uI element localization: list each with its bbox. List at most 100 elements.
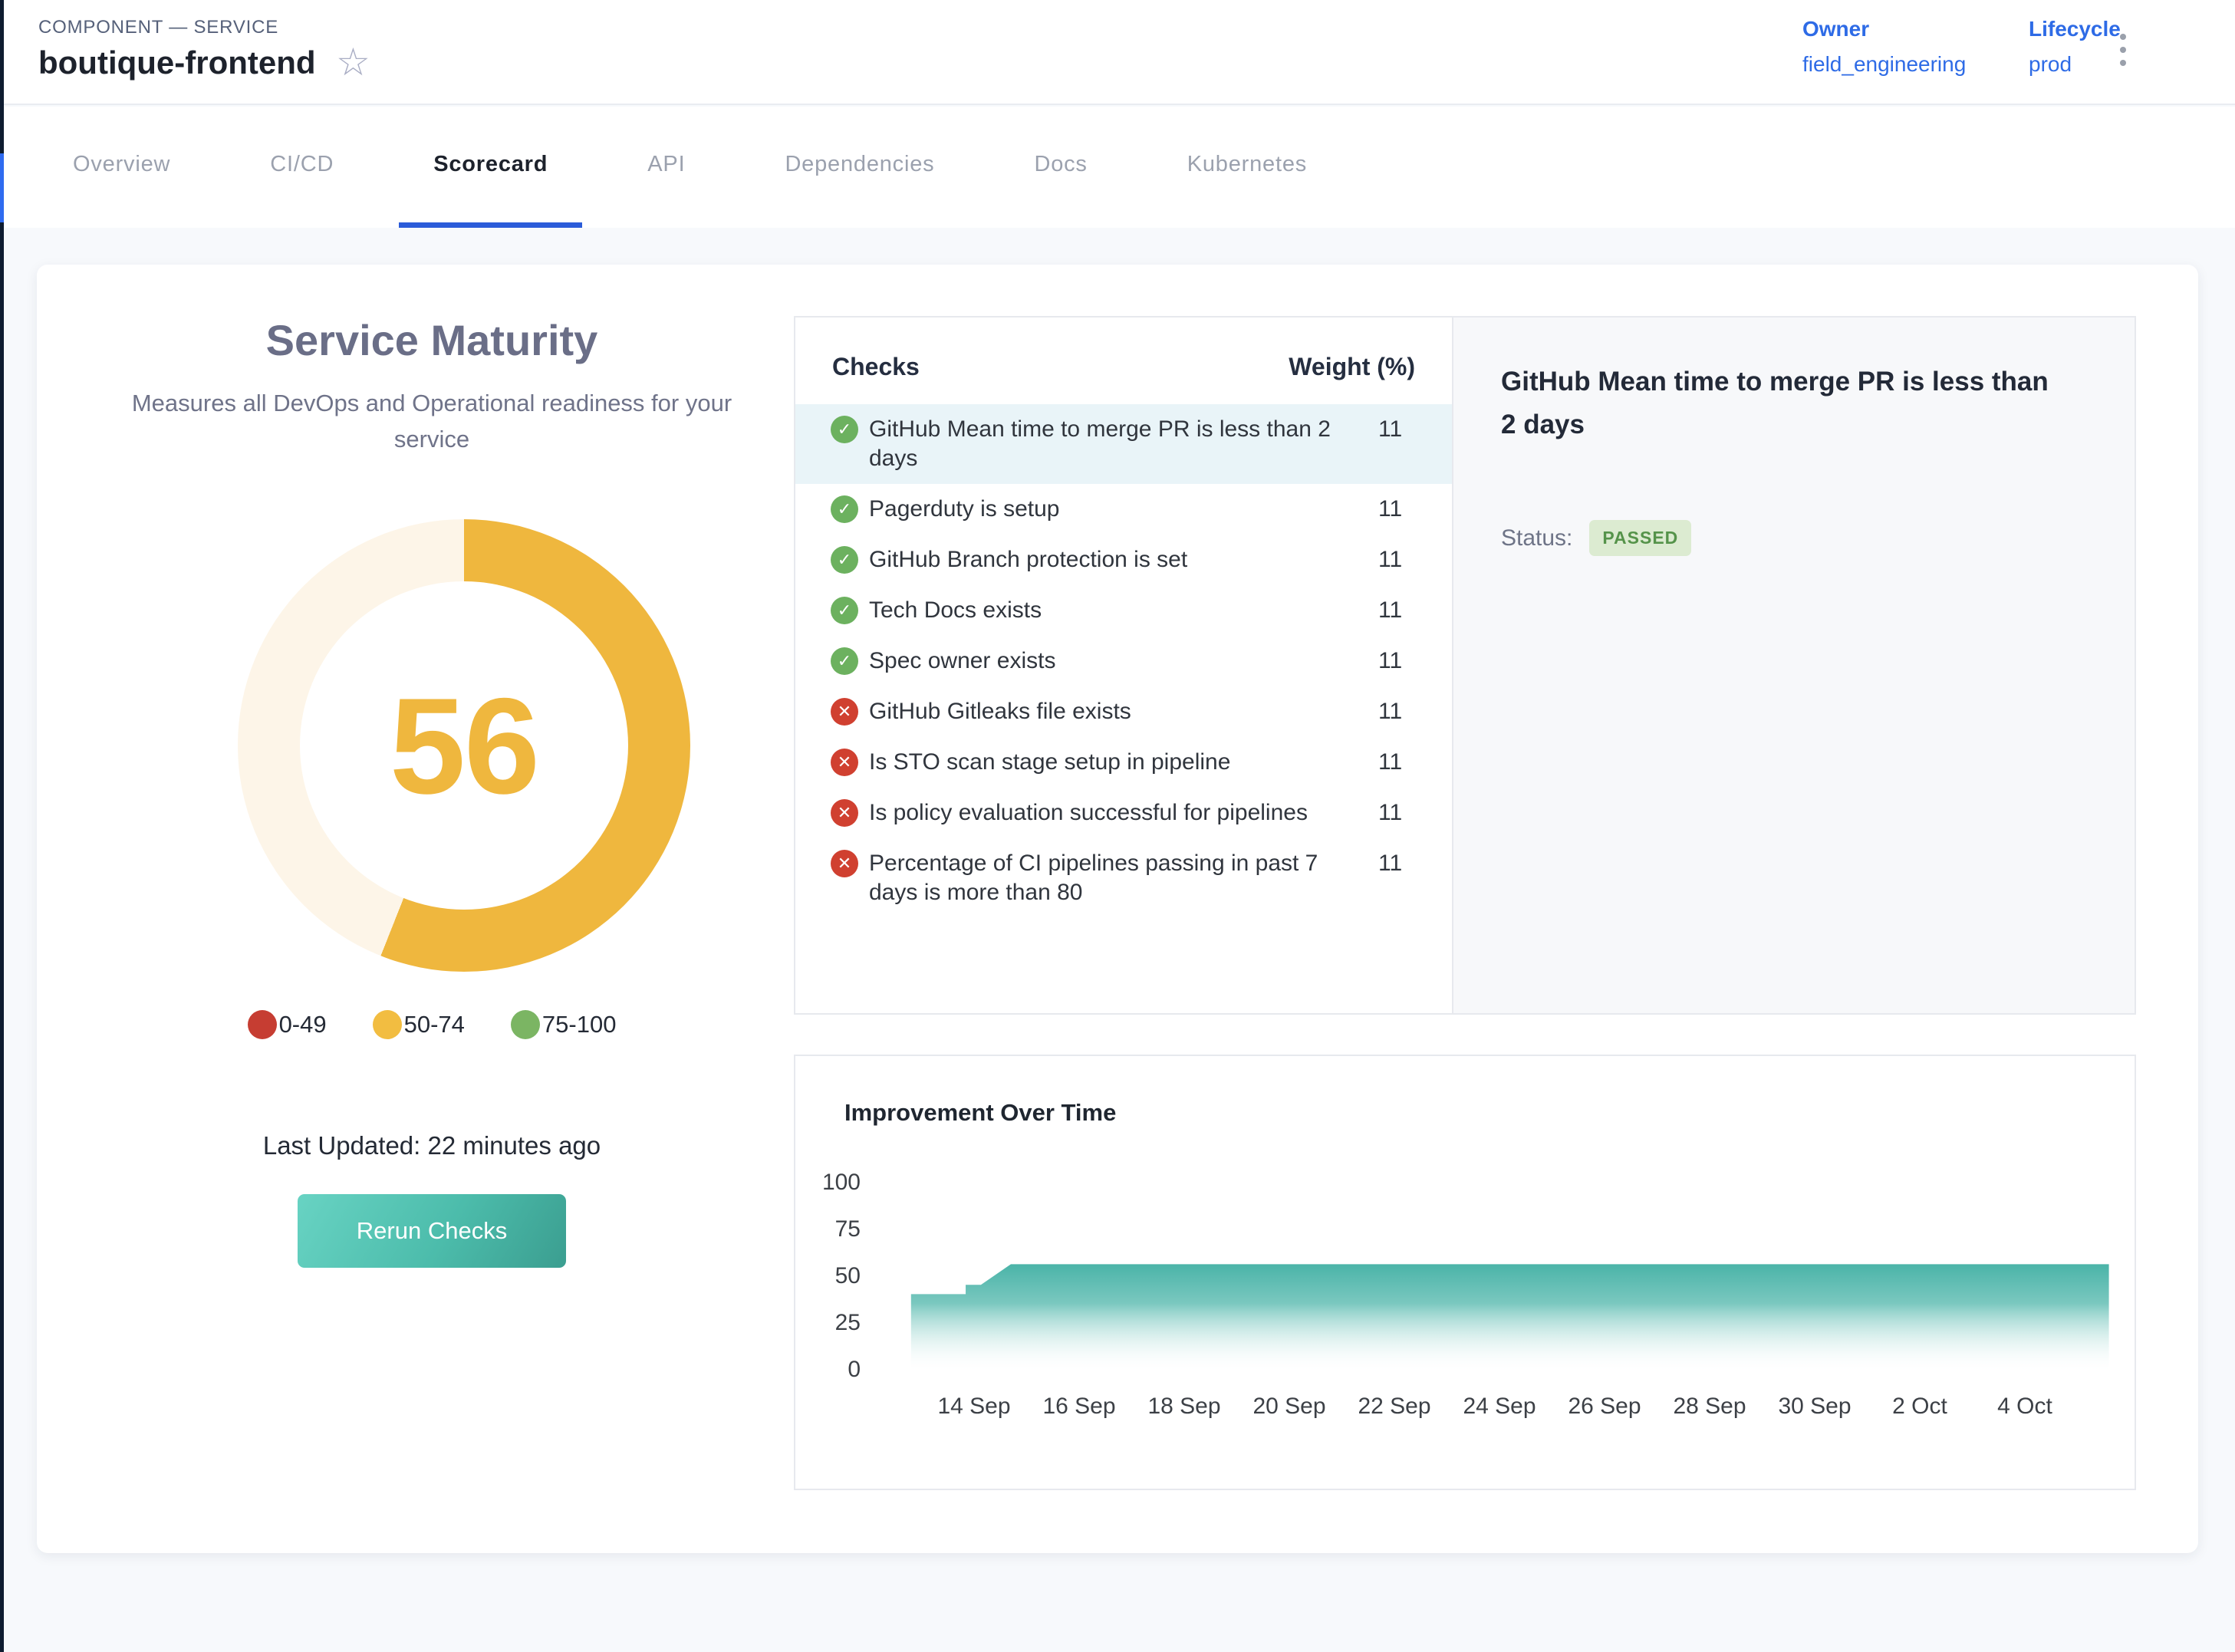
check-weight: 11 xyxy=(1378,648,1403,673)
tab-ci-cd[interactable]: CI/CD xyxy=(270,152,334,176)
check-label: Is STO scan stage setup in pipeline xyxy=(869,749,1231,775)
check-pass-icon: ✓ xyxy=(831,495,858,523)
check-fail-icon: ✕ xyxy=(831,850,858,877)
x-axis-tick: 18 Sep xyxy=(1147,1394,1220,1419)
check-row[interactable]: ✓ Spec owner exists 11 xyxy=(795,636,1452,686)
check-label: GitHub Mean time to merge PR is less tha… xyxy=(869,416,1331,471)
improvement-chart-box: Improvement Over Time 0 25 50 75 100 14 Sep 16… xyxy=(794,1055,2136,1490)
content-area: Service Maturity Measures all DevOps and… xyxy=(0,228,2235,1652)
tab-kubernetes[interactable]: Kubernetes xyxy=(1187,152,1308,176)
checks-column-header: Checks xyxy=(832,353,920,380)
app-header: COMPONENT — SERVICE boutique-frontend ☆ … xyxy=(0,0,2235,105)
score-legend: 0-49 50-74 75-100 xyxy=(67,1010,796,1039)
tab-bar: Overview CI/CD Scorecard API Dependencies Doc… xyxy=(0,107,2235,228)
kebab-menu-icon[interactable] xyxy=(2115,29,2131,71)
owner-label: Owner xyxy=(1802,17,1870,41)
check-row[interactable]: ✕ Is STO scan stage setup in pipeline 11 xyxy=(795,737,1452,788)
maturity-subtitle: Measures all DevOps and Operational read… xyxy=(131,390,732,452)
legend-dot-icon xyxy=(247,1010,277,1039)
check-weight: 11 xyxy=(1378,699,1403,724)
x-axis-tick: 14 Sep xyxy=(937,1394,1010,1419)
check-pass-icon: ✓ xyxy=(831,647,858,675)
checks-list: Checks Weight (%) ✓ GitHub Mean time to m… xyxy=(795,318,1452,1013)
tab-api[interactable]: API xyxy=(647,152,686,176)
x-axis-tick: 20 Sep xyxy=(1252,1394,1325,1419)
check-detail-title: GitHub Mean time to merge PR is less tha… xyxy=(1501,367,2049,439)
check-fail-icon: ✕ xyxy=(831,749,858,776)
check-row[interactable]: ✕ Percentage of CI pipelines passing in p… xyxy=(795,838,1452,918)
x-axis-tick: 26 Sep xyxy=(1568,1394,1641,1419)
window-edge-accent xyxy=(0,153,4,222)
tab-dependencies[interactable]: Dependencies xyxy=(785,152,935,176)
check-label: GitHub Gitleaks file exists xyxy=(869,699,1131,724)
x-axis-tick: 16 Sep xyxy=(1042,1394,1115,1419)
improvement-area-chart: 0 25 50 75 100 14 Sep 16 Sep 18 Sep 20 Sep 22 Sep… xyxy=(822,1170,2109,1419)
window-edge xyxy=(0,0,4,1652)
check-row[interactable]: ✕ Is policy evaluation successful for pip… xyxy=(795,788,1452,838)
lifecycle-label: Lifecycle xyxy=(2029,17,2121,41)
checks-box: Checks Weight (%) ✓ GitHub Mean time to m… xyxy=(794,316,2136,1015)
tab-overview[interactable]: Overview xyxy=(73,152,171,176)
check-weight: 11 xyxy=(1378,496,1403,522)
check-label: Pagerduty is setup xyxy=(869,496,1060,522)
x-axis-tick: 4 Oct xyxy=(1997,1394,2052,1419)
score-value: 56 xyxy=(390,669,540,822)
scorecard-card: Service Maturity Measures all DevOps and… xyxy=(37,265,2198,1553)
x-axis-tick: 24 Sep xyxy=(1463,1394,1536,1419)
check-weight: 11 xyxy=(1378,749,1403,775)
x-axis-tick: 2 Oct xyxy=(1892,1394,1947,1419)
check-pass-icon: ✓ xyxy=(831,546,858,574)
check-weight: 11 xyxy=(1378,800,1403,825)
legend-label: 75-100 xyxy=(541,1011,617,1038)
check-label: GitHub Branch protection is set xyxy=(869,547,1188,572)
score-donut-hole: 56 xyxy=(300,581,628,910)
owner-value-link[interactable]: field_engineering xyxy=(1802,52,1967,76)
check-pass-icon: ✓ xyxy=(831,597,858,624)
lifecycle-value: prod xyxy=(2029,52,2072,76)
status-badge: PASSED xyxy=(1589,520,1692,556)
legend-item: 50-74 xyxy=(372,1010,465,1039)
y-axis-tick: 50 xyxy=(835,1263,861,1288)
legend-dot-icon xyxy=(372,1010,402,1039)
legend-item: 0-49 xyxy=(247,1010,327,1039)
check-weight: 11 xyxy=(1378,416,1403,442)
y-axis-tick: 25 xyxy=(835,1310,861,1335)
y-axis-tick: 75 xyxy=(835,1216,861,1242)
area-series xyxy=(910,1264,2109,1369)
check-weight: 11 xyxy=(1378,547,1403,572)
check-row[interactable]: ✓ GitHub Mean time to merge PR is less th… xyxy=(795,404,1452,484)
score-donut-chart: 56 xyxy=(238,519,690,972)
status-label: Status: xyxy=(1501,525,1573,551)
tab-scorecard[interactable]: Scorecard xyxy=(399,107,583,228)
check-row[interactable]: ✓ Tech Docs exists 11 xyxy=(795,585,1452,636)
legend-item: 75-100 xyxy=(510,1010,617,1039)
check-detail-panel: GitHub Mean time to merge PR is less tha… xyxy=(1452,318,2135,1013)
check-row[interactable]: ✓ Pagerduty is setup 11 xyxy=(795,484,1452,535)
legend-dot-icon xyxy=(510,1010,540,1039)
legend-label: 0-49 xyxy=(278,1011,327,1038)
checks-list-header: Checks Weight (%) xyxy=(795,318,1452,404)
legend-label: 50-74 xyxy=(403,1011,465,1038)
owner-block: Owner field_engineering xyxy=(1802,17,1966,77)
page-title: boutique-frontend xyxy=(38,44,316,81)
check-row[interactable]: ✕ GitHub Gitleaks file exists 11 xyxy=(795,686,1452,737)
check-label: Tech Docs exists xyxy=(869,597,1042,623)
x-axis-tick: 30 Sep xyxy=(1778,1394,1851,1419)
y-axis-tick: 0 xyxy=(848,1357,861,1382)
tab-docs[interactable]: Docs xyxy=(1034,152,1088,176)
improvement-chart-title: Improvement Over Time xyxy=(844,1099,1117,1126)
x-axis-tick: 22 Sep xyxy=(1358,1394,1430,1419)
check-row[interactable]: ✓ GitHub Branch protection is set 11 xyxy=(795,535,1452,585)
check-label: Spec owner exists xyxy=(869,648,1056,673)
check-weight: 11 xyxy=(1378,597,1403,623)
check-label: Percentage of CI pipelines passing in pa… xyxy=(869,851,1318,905)
weight-column-header: Weight (%) xyxy=(1289,353,1415,380)
rerun-checks-button[interactable]: Rerun Checks xyxy=(298,1194,566,1268)
check-pass-icon: ✓ xyxy=(831,416,858,443)
maturity-column: Service Maturity Measures all DevOps and… xyxy=(67,265,796,1553)
lifecycle-block: Lifecycle prod xyxy=(2029,17,2121,77)
star-icon[interactable]: ☆ xyxy=(336,41,370,84)
last-updated-text: Last Updated: 22 minutes ago xyxy=(262,1131,601,1160)
check-fail-icon: ✕ xyxy=(831,698,858,726)
